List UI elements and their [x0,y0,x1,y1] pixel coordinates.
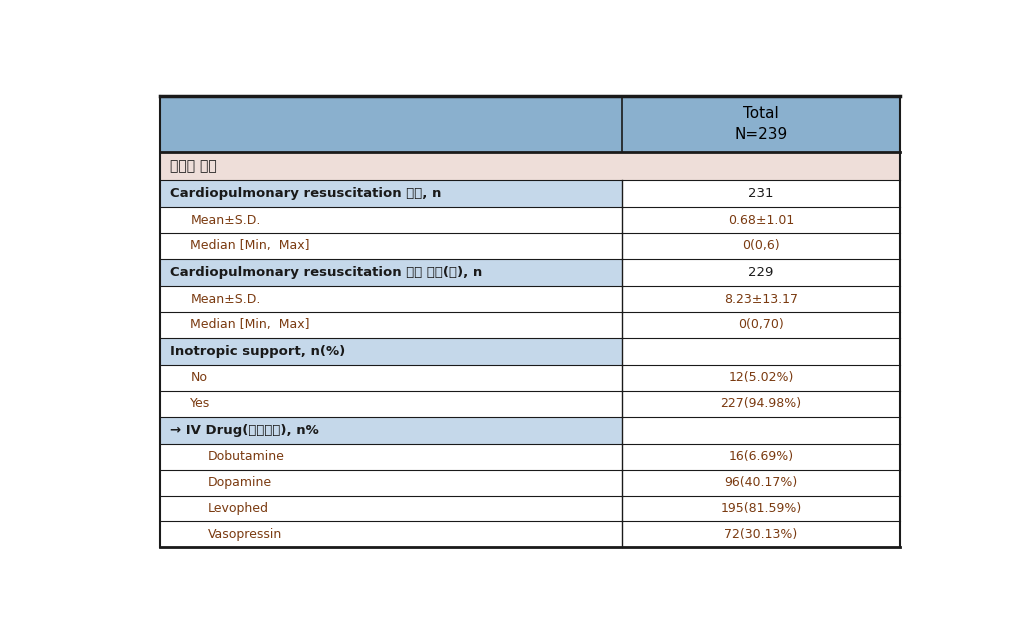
Text: 231: 231 [748,187,774,200]
Text: 8.23±13.17: 8.23±13.17 [724,292,798,306]
Text: 공여자 정보: 공여자 정보 [169,159,216,173]
Bar [160,180,622,207]
Bar [160,312,622,338]
Bar [160,207,622,233]
Text: Mean±S.D.: Mean±S.D. [190,213,261,227]
Text: Median [Min,  Max]: Median [Min, Max] [190,240,310,252]
Bar [622,522,900,547]
Text: Cardiopulmonary resuscitation 추정 시간(분), n: Cardiopulmonary resuscitation 추정 시간(분), … [169,266,482,279]
Bar [622,180,900,207]
Text: Inotropic support, n(%): Inotropic support, n(%) [169,345,345,358]
Bar [622,470,900,496]
Text: 12(5.02%): 12(5.02%) [728,371,793,385]
Text: 229: 229 [748,266,774,279]
Bar [622,444,900,470]
Bar [622,417,900,444]
Text: Mean±S.D.: Mean±S.D. [190,292,261,306]
Bar [160,391,622,417]
Bar [160,152,622,180]
Text: 16(6.69%): 16(6.69%) [728,450,793,464]
Text: Dobutamine: Dobutamine [207,450,284,464]
Bar [622,233,900,259]
Text: 72(30.13%): 72(30.13%) [724,528,797,541]
Text: 0(0,70): 0(0,70) [738,318,784,331]
Text: → IV Drug(중복응답), n%: → IV Drug(중복응답), n% [169,424,318,437]
Bar [160,286,622,312]
Text: Vasopressin: Vasopressin [207,528,282,541]
Bar [160,96,900,152]
Bar [622,207,900,233]
Text: Yes: Yes [190,397,210,410]
Bar [160,496,622,522]
Bar [622,338,900,365]
Text: 96(40.17%): 96(40.17%) [724,476,797,489]
Text: Median [Min,  Max]: Median [Min, Max] [190,318,310,331]
Bar [160,417,622,444]
Text: No: No [190,371,207,385]
Bar [622,152,900,180]
Text: 227(94.98%): 227(94.98%) [720,397,801,410]
Text: Total
N=239: Total N=239 [735,106,788,142]
Text: 195(81.59%): 195(81.59%) [720,502,801,515]
Text: 0(0,6): 0(0,6) [742,240,780,252]
Bar [160,522,622,547]
Bar [160,470,622,496]
Bar [160,444,622,470]
Bar [622,496,900,522]
Bar [622,259,900,286]
Text: Cardiopulmonary resuscitation 횟수, n: Cardiopulmonary resuscitation 횟수, n [169,187,441,200]
Text: Dopamine: Dopamine [207,476,272,489]
Text: Levophed: Levophed [207,502,269,515]
Bar [622,312,900,338]
Bar [160,259,622,286]
Bar [622,286,900,312]
Bar [160,233,622,259]
Bar [622,365,900,391]
Bar [622,391,900,417]
Bar [160,365,622,391]
Text: 0.68±1.01: 0.68±1.01 [727,213,794,227]
Bar [160,338,622,365]
